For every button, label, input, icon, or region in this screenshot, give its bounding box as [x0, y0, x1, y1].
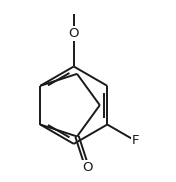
Text: O: O [82, 161, 92, 174]
Text: O: O [68, 27, 79, 40]
Text: F: F [132, 134, 140, 147]
